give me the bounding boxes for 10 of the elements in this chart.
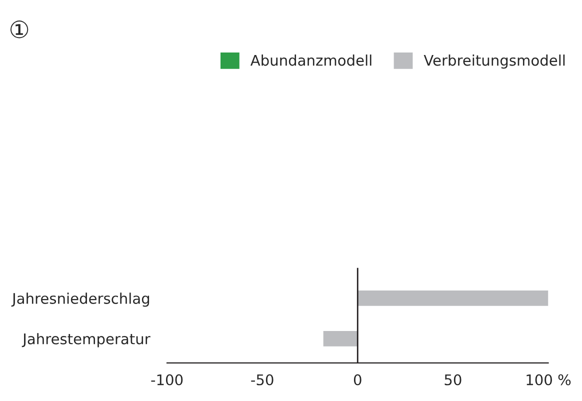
x-tick-label: 0 (354, 374, 362, 386)
x-tick-label: -100 (151, 374, 183, 386)
y-tick-label: Jahrestemperatur (22, 333, 150, 348)
y-tick-label: Jahresniederschlag (11, 292, 150, 307)
x-tick-label: 50 (444, 374, 462, 386)
x-tick-label: 100 % (526, 374, 571, 386)
x-tick-label: -50 (251, 374, 274, 386)
chart-title: ① (10, 20, 28, 38)
legend-label: Abundanzmodell (250, 54, 372, 66)
legend-label: Verbreitungsmodell (424, 54, 565, 69)
